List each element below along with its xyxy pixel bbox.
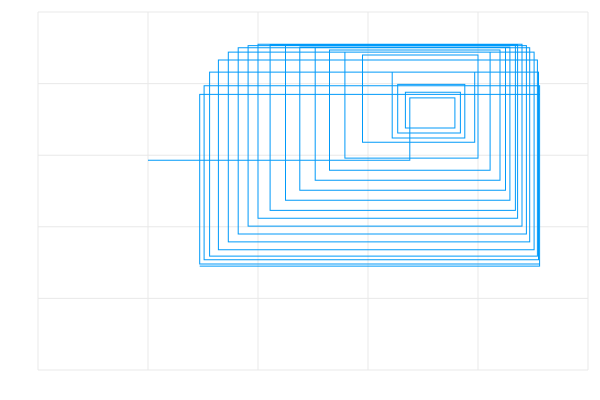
line-series [148,43,541,267]
